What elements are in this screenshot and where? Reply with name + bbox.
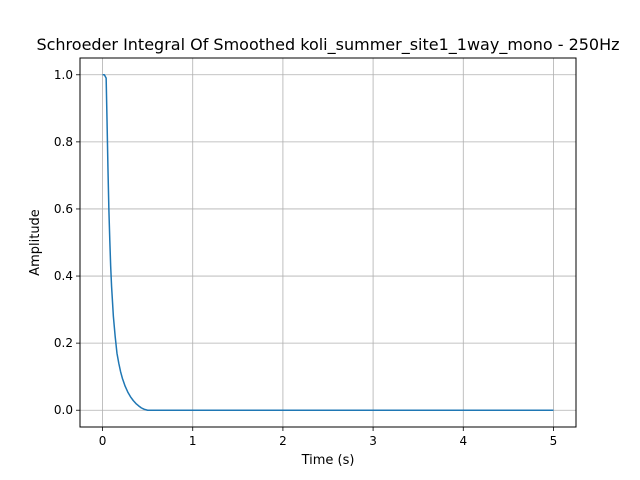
x-tick-label: 0 <box>99 434 107 448</box>
y-tick-label: 0.2 <box>54 336 73 350</box>
y-tick-label: 0.6 <box>54 202 73 216</box>
ticks: 0 1 2 3 4 5 0.0 0.2 0.4 0.6 0.8 1.0 <box>54 68 557 448</box>
y-tick-label: 0.8 <box>54 135 73 149</box>
x-tick-label: 1 <box>189 434 197 448</box>
x-tick-label: 3 <box>369 434 377 448</box>
x-axis-label: Time (s) <box>301 453 355 468</box>
y-tick-label: 1.0 <box>54 68 73 82</box>
y-tick-label: 0.4 <box>54 269 73 283</box>
x-tick-label: 4 <box>459 434 467 448</box>
x-tick-label: 5 <box>550 434 558 448</box>
y-axis-label: Amplitude <box>28 209 43 276</box>
chart-title: Schroeder Integral Of Smoothed koli_summ… <box>36 35 619 55</box>
series-layer <box>102 74 554 411</box>
y-tick-label: 0.0 <box>54 403 73 417</box>
plot-frame <box>79 57 577 428</box>
x-tick-label: 2 <box>279 434 287 448</box>
series-line <box>102 74 554 411</box>
